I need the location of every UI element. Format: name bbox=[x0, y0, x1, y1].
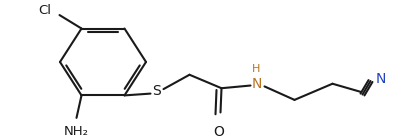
Text: S: S bbox=[152, 84, 160, 98]
Text: NH₂: NH₂ bbox=[64, 125, 89, 138]
Text: H: H bbox=[252, 64, 260, 74]
Text: Cl: Cl bbox=[38, 4, 51, 17]
Text: N: N bbox=[375, 72, 385, 86]
Text: N: N bbox=[251, 77, 261, 91]
Text: O: O bbox=[213, 125, 223, 139]
